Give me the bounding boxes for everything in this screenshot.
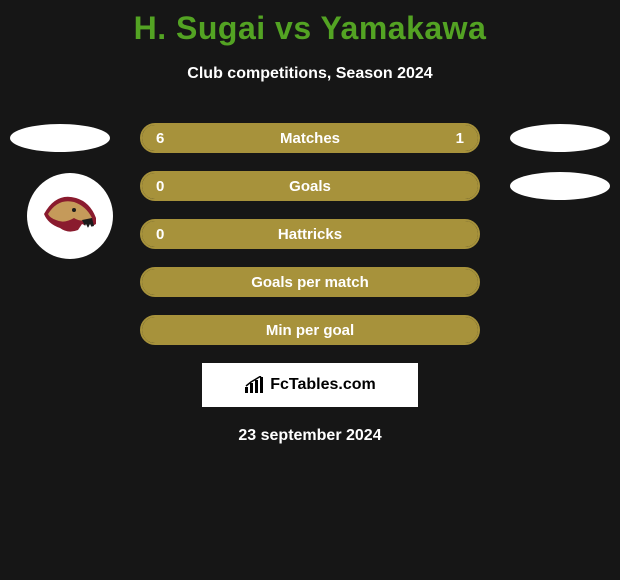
brand-chart-icon xyxy=(244,376,266,394)
stat-bar: 6 1 Matches xyxy=(140,123,480,153)
brand-badge: FcTables.com xyxy=(202,363,418,407)
player-right-oval xyxy=(510,124,610,152)
stat-left-value: 0 xyxy=(156,226,164,243)
stat-row: 0 Goals xyxy=(0,171,620,201)
stat-bar: 0 Hattricks xyxy=(140,219,480,249)
comparison-infographic: H. Sugai vs Yamakawa Club competitions, … xyxy=(0,0,620,580)
player-right-oval xyxy=(510,172,610,200)
stat-rows: 6 1 Matches 0 Goals 0 Hattricks Goals per match… xyxy=(0,123,620,345)
stat-row: Min per goal xyxy=(0,315,620,345)
subtitle: Club competitions, Season 2024 xyxy=(0,65,620,83)
stat-row: Goals per match xyxy=(0,267,620,297)
stat-label: Min per goal xyxy=(266,322,354,339)
stat-bar-fill-right xyxy=(418,125,478,151)
page-title: H. Sugai vs Yamakawa xyxy=(0,0,620,47)
stat-label: Goals xyxy=(289,178,331,195)
stat-bar: Min per goal xyxy=(140,315,480,345)
stat-bar: Goals per match xyxy=(140,267,480,297)
stat-left-value: 6 xyxy=(156,130,164,147)
stat-label: Goals per match xyxy=(251,274,369,291)
brand-text: FcTables.com xyxy=(270,376,376,394)
stat-left-value: 0 xyxy=(156,178,164,195)
stat-row: 0 Hattricks xyxy=(0,219,620,249)
date-text: 23 september 2024 xyxy=(0,427,620,445)
stat-label: Hattricks xyxy=(278,226,342,243)
stat-right-value: 1 xyxy=(456,130,464,147)
player-left-oval xyxy=(10,124,110,152)
stat-bar: 0 Goals xyxy=(140,171,480,201)
stat-label: Matches xyxy=(280,130,340,147)
stat-row: 6 1 Matches xyxy=(0,123,620,153)
